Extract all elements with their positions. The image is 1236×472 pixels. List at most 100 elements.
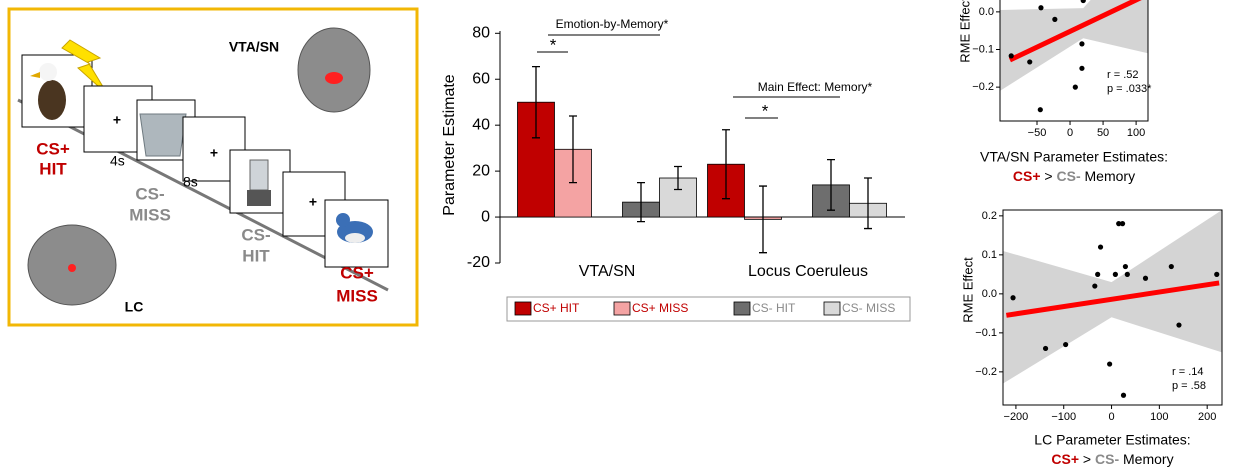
x-tick-label: −200	[1004, 411, 1029, 423]
region-label: LC	[125, 299, 144, 315]
y-axis-label: Parameter Estimate	[441, 74, 458, 215]
task-diagram: CS+ HIT CS- MISS CS- HIT CS+ MISS 4s 8s …	[9, 9, 417, 325]
x-axis-label: LC Parameter Estimates:	[1034, 432, 1190, 448]
legend-swatch	[734, 302, 750, 315]
x-tick-label: −100	[1051, 411, 1076, 423]
y-tick-label: 80	[472, 25, 490, 42]
point	[1073, 85, 1078, 90]
condition-label: CS+	[36, 139, 70, 158]
region-label: VTA/SN	[229, 39, 279, 55]
point	[1121, 393, 1126, 398]
fixation: +	[113, 112, 121, 128]
y-tick-label: −0.1	[975, 327, 997, 339]
roi	[68, 264, 76, 272]
x-tick-label: 0	[1067, 127, 1073, 139]
stat-label: p = .033*	[1107, 83, 1152, 95]
x-axis-label-part: Memory	[1085, 168, 1136, 184]
point	[1038, 107, 1043, 112]
legend-label: CS- MISS	[842, 301, 895, 315]
legend-label: CS+ MISS	[632, 301, 688, 315]
x-axis-label: VTA/SN Parameter Estimates:	[980, 149, 1168, 165]
point	[1176, 322, 1181, 327]
legend-swatch	[515, 302, 531, 315]
point	[1125, 272, 1130, 277]
x-axis-label-part: CS-	[1095, 451, 1119, 467]
y-tick-label: 40	[472, 116, 490, 133]
y-tick-label: 0.0	[979, 6, 994, 18]
fixation: +	[309, 194, 317, 210]
y-tick-label: 20	[472, 162, 490, 179]
point	[1169, 264, 1174, 269]
bucket-icon	[140, 114, 186, 156]
point	[1098, 244, 1103, 249]
point	[1214, 272, 1219, 277]
point	[1143, 276, 1148, 281]
point	[1038, 5, 1043, 10]
y-tick-label: -20	[467, 254, 490, 271]
x-axis-label: CS+ > CS- Memory	[1051, 451, 1173, 467]
x-axis-label-part: CS+	[1051, 451, 1079, 467]
condition-label: HIT	[242, 246, 270, 265]
stat-label: r = .52	[1107, 69, 1139, 81]
x-axis-label-part: CS-	[1057, 168, 1081, 184]
point	[1052, 17, 1057, 22]
y-tick-label: 0	[481, 208, 490, 225]
brain-image	[298, 28, 370, 112]
point	[1113, 272, 1118, 277]
point	[1095, 272, 1100, 277]
condition-label: MISS	[336, 286, 378, 305]
condition-label: HIT	[39, 159, 67, 178]
delay-label: 4s	[110, 153, 125, 169]
annotation: *	[550, 35, 557, 54]
point	[1081, 0, 1086, 3]
point	[1079, 66, 1084, 71]
y-axis-label: RME Effect	[957, 0, 972, 63]
y-tick-label: 0.2	[982, 210, 997, 222]
x-axis-label-part: CS+	[1013, 168, 1041, 184]
x-axis-label-part: Memory	[1123, 451, 1174, 467]
x-tick-label: 0	[1108, 411, 1114, 423]
y-tick-label: 0.0	[982, 288, 997, 300]
blender-icon	[247, 160, 271, 206]
x-tick-label: 100	[1150, 411, 1168, 423]
roi	[325, 72, 343, 84]
legend-label: CS- HIT	[752, 301, 796, 315]
x-tick-label: −50	[1028, 127, 1047, 139]
point	[1009, 53, 1014, 58]
legend-label: CS+ HIT	[533, 301, 580, 315]
point	[1043, 346, 1048, 351]
y-tick-label: −0.2	[975, 366, 997, 378]
annotation: Emotion-by-Memory*	[556, 17, 669, 31]
x-tick-label: Locus Coeruleus	[748, 263, 868, 280]
x-tick-label: 100	[1127, 127, 1145, 139]
condition-label: CS-	[135, 184, 164, 203]
point	[1063, 342, 1068, 347]
annotation: *	[762, 101, 769, 120]
fixation: +	[210, 145, 218, 161]
y-tick-label: −0.1	[972, 43, 994, 55]
x-tick-label: 200	[1198, 411, 1216, 423]
point	[1120, 221, 1125, 226]
x-axis-label: CS+ > CS- Memory	[1013, 168, 1135, 184]
x-tick-label: VTA/SN	[579, 263, 636, 280]
condition-label: MISS	[129, 205, 171, 224]
point	[1107, 361, 1112, 366]
stat-label: p = .58	[1172, 380, 1206, 392]
condition-label: CS+	[340, 263, 374, 282]
point	[1092, 283, 1097, 288]
delay-label: 8s	[183, 174, 198, 190]
point	[1010, 295, 1015, 300]
annotation: Main Effect: Memory*	[758, 80, 873, 94]
y-tick-label: −0.2	[972, 81, 994, 93]
stat-label: r = .14	[1172, 366, 1204, 378]
point	[1027, 59, 1032, 64]
point	[1123, 264, 1128, 269]
y-axis-label: RME Effect	[960, 257, 975, 323]
figure: CS+ HIT CS- MISS CS- HIT CS+ MISS 4s 8s …	[0, 0, 1236, 472]
x-axis-label-part: >	[1044, 168, 1052, 184]
y-tick-label: 0.1	[982, 249, 997, 261]
legend-swatch	[824, 302, 840, 315]
legend-swatch	[614, 302, 630, 315]
point	[1079, 41, 1084, 46]
x-tick-label: 50	[1097, 127, 1109, 139]
